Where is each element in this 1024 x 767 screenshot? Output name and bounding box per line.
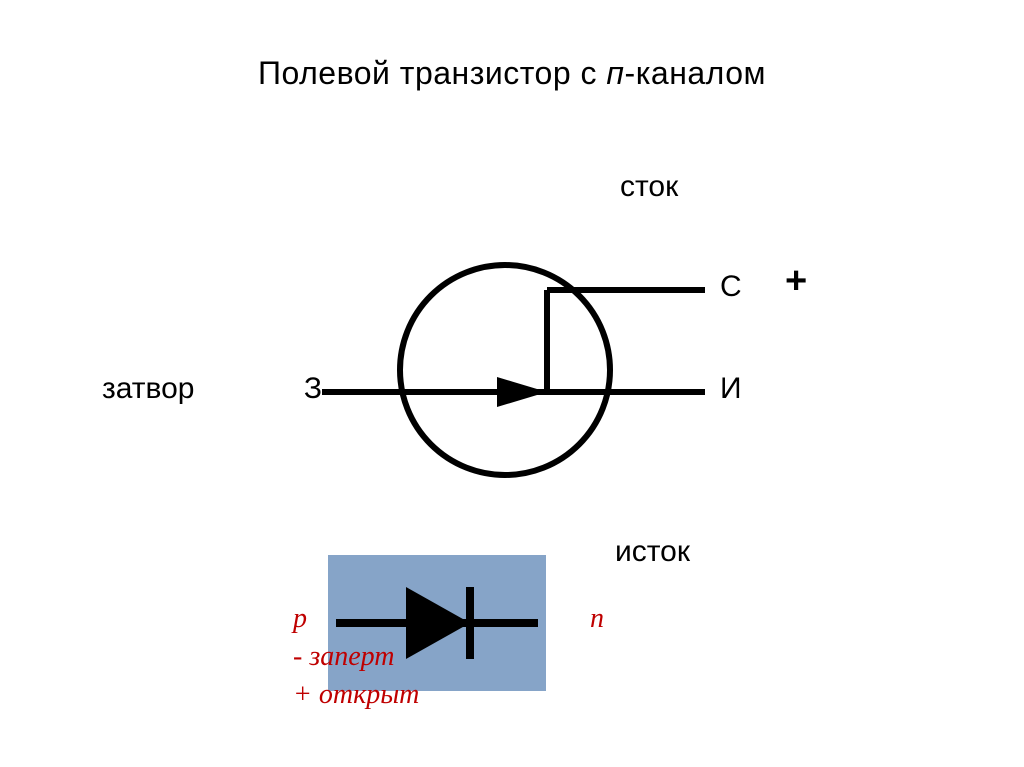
p-side-label: p xyxy=(293,600,307,638)
n-side-label: n xyxy=(590,600,604,638)
diode-symbol xyxy=(0,0,1024,767)
state-closed: - заперт xyxy=(293,638,419,676)
state-open: + открыт xyxy=(293,676,419,714)
diagram-canvas: Полевой транзистор с п-каналом сток исто… xyxy=(0,0,1024,767)
state-labels: - заперт + открыт xyxy=(293,638,419,714)
